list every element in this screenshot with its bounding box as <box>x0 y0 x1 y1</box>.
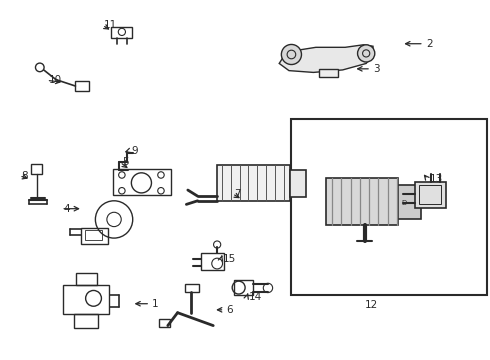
Text: 11: 11 <box>104 20 118 30</box>
Circle shape <box>281 44 301 64</box>
Text: 8: 8 <box>21 171 28 181</box>
Text: 12: 12 <box>365 300 378 310</box>
Bar <box>63 285 109 314</box>
Bar <box>31 164 42 174</box>
Text: 2: 2 <box>426 39 432 49</box>
Bar <box>217 165 291 201</box>
Text: 3: 3 <box>373 64 380 74</box>
Bar <box>398 185 421 220</box>
Bar <box>292 119 487 295</box>
Bar <box>201 253 224 270</box>
Bar <box>76 273 97 285</box>
Text: 6: 6 <box>226 305 233 315</box>
Bar <box>111 27 132 38</box>
Text: 4: 4 <box>63 204 70 214</box>
Text: 13: 13 <box>430 174 443 184</box>
Text: 1: 1 <box>152 299 159 309</box>
Text: 7: 7 <box>234 189 241 199</box>
Bar <box>85 230 102 240</box>
Text: 9: 9 <box>132 145 138 156</box>
Text: D: D <box>401 199 406 206</box>
Text: 15: 15 <box>223 254 236 264</box>
Circle shape <box>358 45 375 62</box>
Bar <box>419 185 441 204</box>
Bar <box>159 319 170 327</box>
Bar <box>75 81 89 91</box>
Bar <box>113 168 171 195</box>
Polygon shape <box>279 45 373 72</box>
Bar <box>415 182 446 208</box>
Bar <box>234 280 253 295</box>
Bar <box>326 178 398 225</box>
Text: 10: 10 <box>49 75 62 85</box>
Text: 5: 5 <box>122 157 128 167</box>
Bar <box>291 170 306 197</box>
Bar <box>319 69 338 77</box>
Text: 14: 14 <box>249 292 262 302</box>
Bar <box>74 314 98 328</box>
Bar <box>81 228 108 244</box>
Bar <box>185 284 199 292</box>
